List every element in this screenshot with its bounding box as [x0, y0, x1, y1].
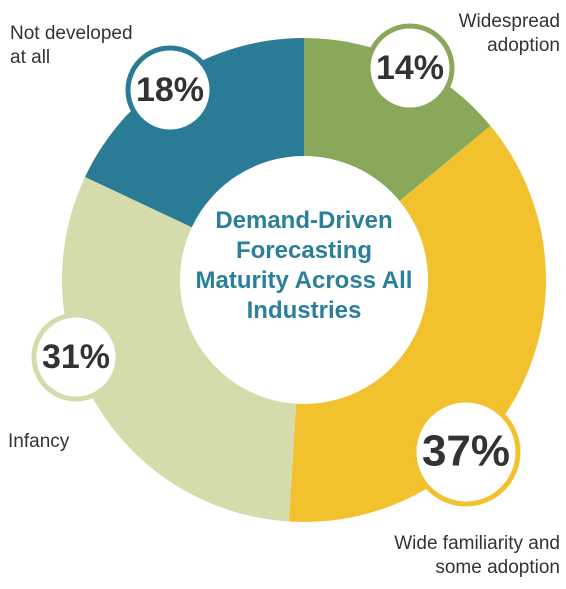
value-label: 31% [42, 338, 110, 376]
donut-slice [62, 176, 297, 522]
value-label: 14% [376, 49, 444, 87]
category-label: Not developed at all [10, 23, 133, 68]
category-label: Infancy [8, 431, 70, 452]
label-badge [125, 45, 215, 135]
category-label: Widespread adoption [458, 11, 560, 56]
label-badge [31, 312, 121, 402]
label-badge [365, 23, 455, 113]
value-label: 18% [136, 71, 204, 109]
donut-slice [304, 38, 491, 201]
donut-slice [85, 38, 304, 228]
label-badge [411, 397, 521, 507]
chart-title: Demand-Driven Forecasting Maturity Acros… [195, 207, 413, 324]
category-label: Wide familiarity and some adoption [394, 533, 560, 578]
value-label: 37% [422, 427, 510, 476]
